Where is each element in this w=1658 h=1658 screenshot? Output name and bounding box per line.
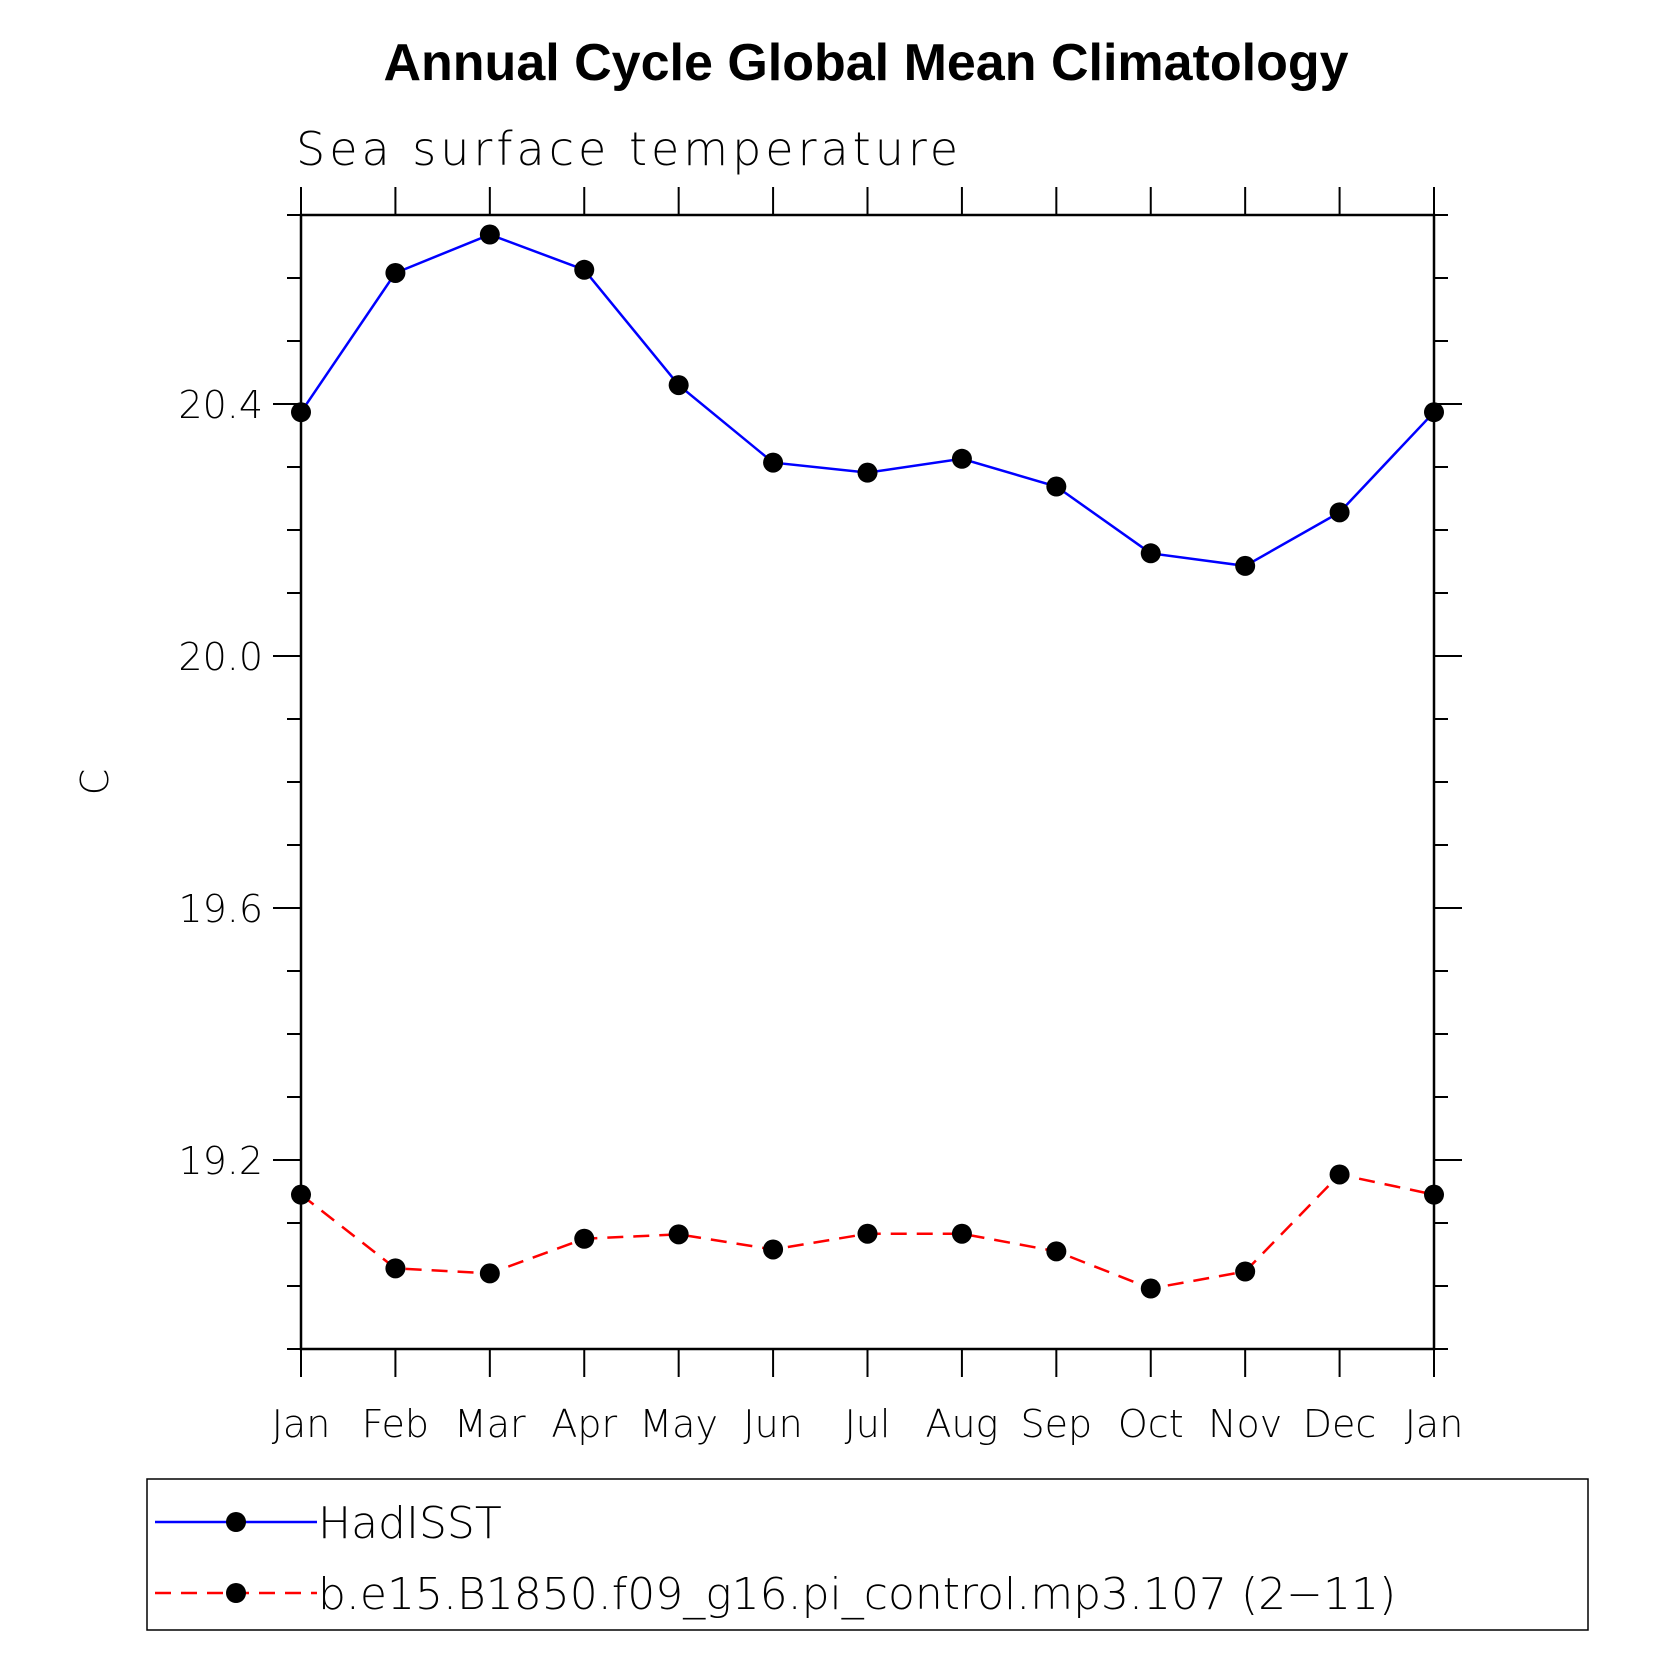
x-tick-label: Jul xyxy=(845,1402,891,1446)
x-tick-label: Mar xyxy=(454,1402,526,1446)
data-point-s1-12 xyxy=(1424,1184,1444,1205)
legend-marker-hadisst xyxy=(226,1512,246,1532)
data-point-s1-7 xyxy=(951,1223,972,1244)
data-point-s0-11 xyxy=(1329,502,1350,523)
data-point-s0-10 xyxy=(1235,555,1256,576)
chart-title: Annual Cycle Global Mean Climatology xyxy=(383,34,1348,92)
x-tick-label: Dec xyxy=(1303,1402,1377,1446)
x-tick-label: Jan xyxy=(272,1402,331,1446)
data-point-s1-4 xyxy=(668,1224,689,1245)
x-tick-label: Jun xyxy=(743,1402,802,1446)
x-tick-label: Nov xyxy=(1208,1402,1282,1446)
data-point-s1-11 xyxy=(1329,1164,1350,1185)
data-point-s1-6 xyxy=(857,1223,878,1244)
data-point-s0-5 xyxy=(763,452,784,473)
data-point-s0-0 xyxy=(291,402,311,423)
y-axis-tick-labels: 19.2 19.6 20.0 20.4 xyxy=(178,383,263,1183)
plot-frame xyxy=(299,213,1436,1351)
legend: HadISST b.e15.B1850.f09_g16.pi_control.m… xyxy=(146,1478,1589,1631)
data-point-s0-6 xyxy=(857,462,878,483)
x-tick-label: Aug xyxy=(925,1402,998,1446)
legend-label-model: b.e15.B1850.f09_g16.pi_control.mp3.107 (… xyxy=(318,1569,1396,1620)
data-point-s0-8 xyxy=(1046,476,1067,497)
x-axis-tick-labels: Jan Feb Mar Apr May Jun Jul Aug Sep Oct Nov Dec Jan xyxy=(272,1402,1464,1446)
y-tick-label: 19.6 xyxy=(178,887,263,931)
x-axis-ticks xyxy=(300,187,1435,1377)
data-point-s0-1 xyxy=(385,262,406,283)
data-point-s1-8 xyxy=(1046,1241,1067,1262)
data-point-s0-7 xyxy=(951,448,972,469)
data-point-s0-12 xyxy=(1424,402,1444,423)
y-tick-label: 19.2 xyxy=(178,1139,263,1183)
x-tick-label: Feb xyxy=(362,1402,429,1446)
data-point-s0-3 xyxy=(574,259,595,280)
data-point-s1-5 xyxy=(763,1239,784,1260)
x-tick-label: Sep xyxy=(1021,1402,1093,1446)
data-point-s1-2 xyxy=(479,1263,500,1284)
x-tick-label: May xyxy=(639,1402,718,1446)
y-tick-label: 20.4 xyxy=(178,383,263,427)
data-point-s1-10 xyxy=(1235,1261,1256,1282)
legend-box xyxy=(146,1478,1589,1631)
legend-label-hadisst: HadISST xyxy=(318,1498,502,1549)
legend-marker-model xyxy=(226,1583,246,1603)
x-tick-label: Apr xyxy=(551,1402,617,1446)
y-axis-ticks xyxy=(273,214,1462,1350)
x-tick-label: Jan xyxy=(1405,1402,1464,1446)
y-axis-label: C xyxy=(73,769,117,796)
chart-subtitle: Sea surface temperature xyxy=(296,122,962,176)
data-point-s0-9 xyxy=(1140,543,1161,564)
data-point-s1-1 xyxy=(385,1258,406,1279)
data-point-s1-0 xyxy=(291,1184,311,1205)
data-point-s0-2 xyxy=(479,224,500,245)
data-point-s1-3 xyxy=(574,1228,595,1249)
series-line-0 xyxy=(299,233,1435,568)
series-layer xyxy=(291,224,1444,1299)
x-tick-label: Oct xyxy=(1118,1402,1184,1446)
data-point-s1-9 xyxy=(1140,1278,1161,1299)
y-tick-label: 20.0 xyxy=(178,635,263,679)
data-point-s0-4 xyxy=(668,375,689,396)
